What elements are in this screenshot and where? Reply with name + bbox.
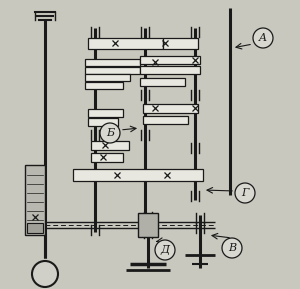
Text: Д: Д: [160, 245, 169, 255]
Bar: [140, 66, 200, 74]
Bar: [85, 66, 140, 73]
Bar: [25, 165, 45, 235]
Bar: [27, 223, 43, 233]
Text: A: A: [259, 33, 267, 43]
Bar: [85, 58, 140, 66]
Bar: [73, 169, 203, 181]
Bar: [163, 38, 197, 49]
Circle shape: [32, 261, 58, 287]
Circle shape: [235, 183, 255, 203]
Circle shape: [155, 240, 175, 260]
Bar: [88, 109, 122, 117]
Circle shape: [253, 28, 273, 48]
Bar: [91, 140, 129, 149]
Text: В: В: [228, 243, 236, 253]
Bar: [88, 118, 118, 126]
Bar: [85, 73, 130, 81]
Bar: [140, 56, 200, 64]
Bar: [91, 153, 123, 162]
Bar: [138, 213, 158, 237]
Circle shape: [222, 238, 242, 258]
Text: Б: Б: [106, 128, 114, 138]
Bar: [142, 103, 197, 112]
Bar: [85, 81, 123, 88]
Text: Г: Г: [241, 188, 249, 198]
Bar: [142, 116, 188, 124]
Circle shape: [100, 123, 120, 143]
Bar: [140, 78, 185, 86]
Bar: [88, 38, 163, 49]
